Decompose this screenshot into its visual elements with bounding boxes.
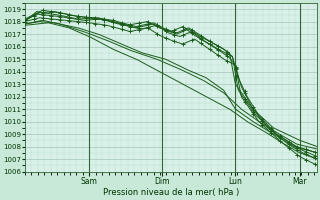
X-axis label: Pression niveau de la mer( hPa ): Pression niveau de la mer( hPa )	[103, 188, 239, 197]
